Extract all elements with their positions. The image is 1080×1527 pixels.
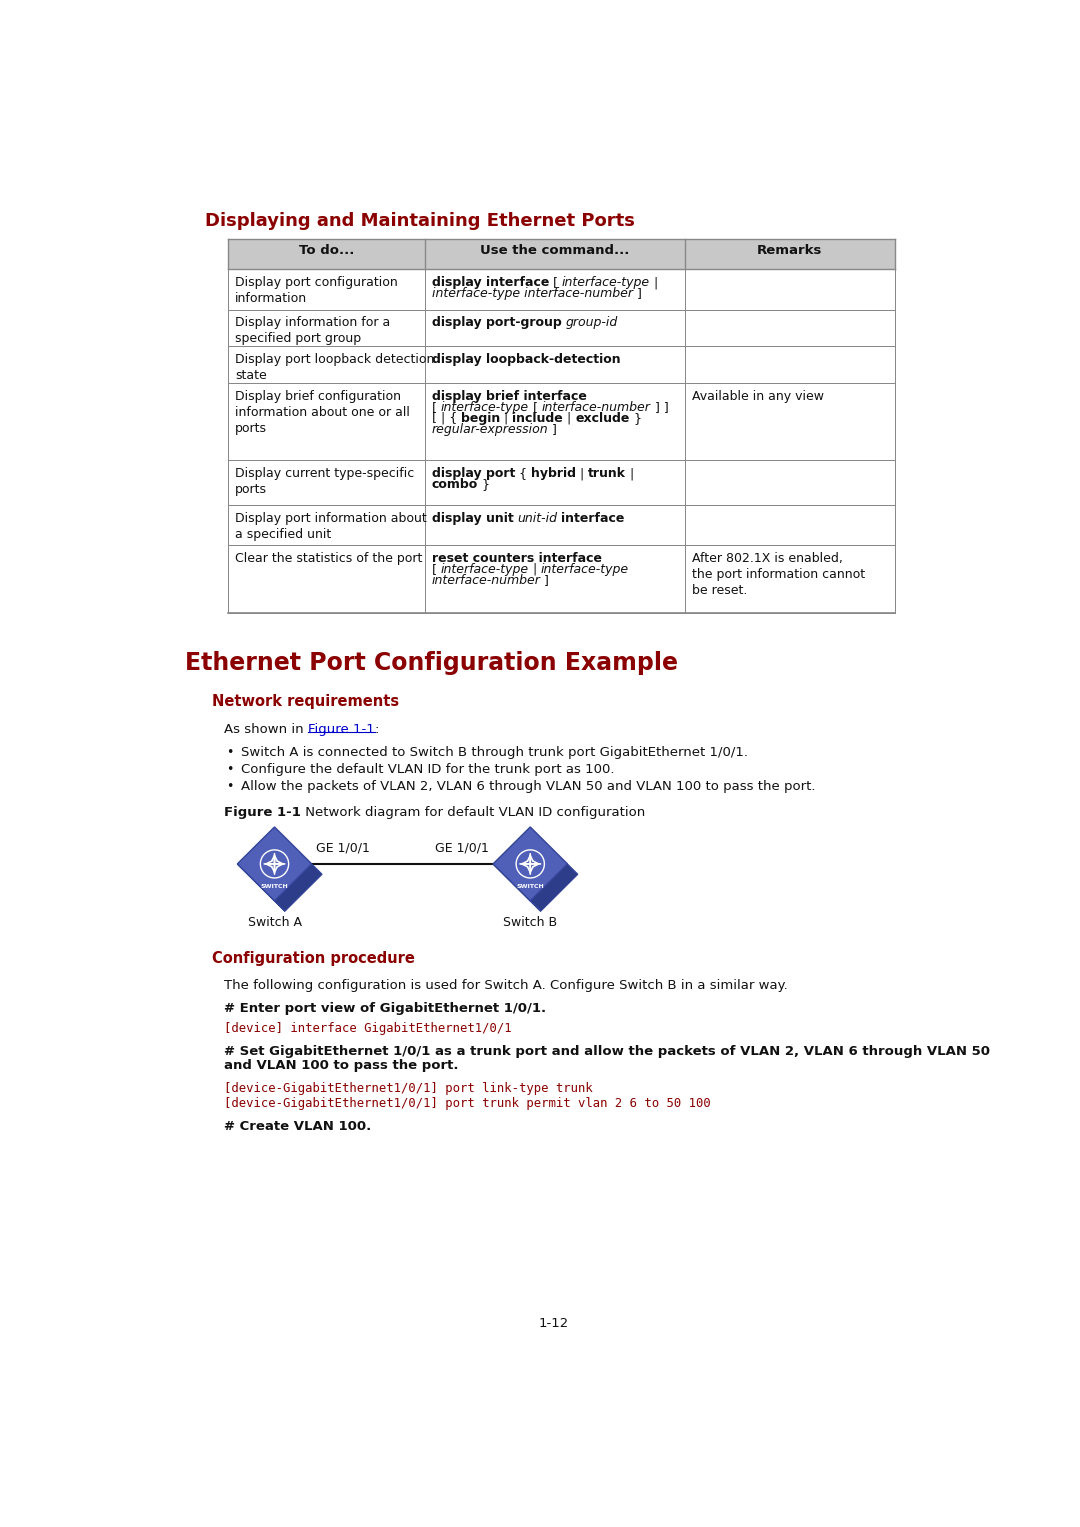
Text: SWITCH: SWITCH <box>260 884 288 889</box>
Text: }: } <box>477 478 490 492</box>
Text: interface-type: interface-type <box>441 402 529 414</box>
Bar <box>228 269 894 310</box>
Text: [: [ <box>549 276 562 290</box>
Text: 1-12: 1-12 <box>538 1316 569 1330</box>
Text: display unit: display unit <box>432 512 513 525</box>
Text: interface-type: interface-type <box>441 563 529 576</box>
Text: ]: ] <box>633 287 642 301</box>
Text: unit-id: unit-id <box>517 512 557 525</box>
Text: interface-type: interface-type <box>562 276 650 290</box>
Text: SWITCH: SWITCH <box>516 884 544 889</box>
Text: |: | <box>650 276 659 290</box>
Text: ]: ] <box>540 574 550 586</box>
Text: Ethernet Port Configuration Example: Ethernet Port Configuration Example <box>186 652 678 675</box>
Text: |: | <box>576 467 589 481</box>
Text: To do...: To do... <box>299 244 354 258</box>
Polygon shape <box>494 864 541 912</box>
Text: [: [ <box>529 402 542 414</box>
Text: Display port information about
a specified unit: Display port information about a specifi… <box>235 512 427 541</box>
Text: Display information for a
specified port group: Display information for a specified port… <box>235 316 390 345</box>
Text: group-id: group-id <box>565 316 618 330</box>
Text: •: • <box>226 780 233 793</box>
Text: {: { <box>515 467 531 481</box>
Text: |: | <box>529 563 541 576</box>
Text: interface: interface <box>562 512 624 525</box>
Text: Clear the statistics of the port: Clear the statistics of the port <box>235 553 422 565</box>
Text: [device] interface GigabitEthernet1/0/1: [device] interface GigabitEthernet1/0/1 <box>225 1022 512 1035</box>
Text: Use the command...: Use the command... <box>480 244 630 258</box>
Text: begin: begin <box>461 412 500 425</box>
Text: Remarks: Remarks <box>757 244 822 258</box>
Text: Network diagram for default VLAN ID configuration: Network diagram for default VLAN ID conf… <box>301 806 645 818</box>
Text: [: [ <box>432 402 441 414</box>
Text: reset counters interface: reset counters interface <box>432 553 602 565</box>
Text: [: [ <box>432 563 441 576</box>
Polygon shape <box>530 864 578 912</box>
Text: # Set GigabitEthernet 1/0/1 as a trunk port and allow the packets of VLAN 2, VLA: # Set GigabitEthernet 1/0/1 as a trunk p… <box>225 1044 990 1058</box>
Text: display brief interface: display brief interface <box>432 391 586 403</box>
Text: Configure the default VLAN ID for the trunk port as 100.: Configure the default VLAN ID for the tr… <box>241 764 615 776</box>
Text: GE 1/0/1: GE 1/0/1 <box>315 841 369 855</box>
Text: include: include <box>512 412 563 425</box>
Text: [device-GigabitEthernet1/0/1] port link-type trunk: [device-GigabitEthernet1/0/1] port link-… <box>225 1081 593 1095</box>
Bar <box>228 545 894 612</box>
Text: interface-type: interface-type <box>541 563 629 576</box>
Text: Display port configuration
information: Display port configuration information <box>235 276 397 305</box>
Text: display port: display port <box>432 467 515 481</box>
Text: After 802.1X is enabled,
the port information cannot
be reset.: After 802.1X is enabled, the port inform… <box>691 553 865 597</box>
Text: Switch B: Switch B <box>503 916 557 930</box>
Text: hybrid: hybrid <box>531 467 576 481</box>
Text: interface-number: interface-number <box>432 574 540 586</box>
Text: Figure 1-1: Figure 1-1 <box>308 722 375 736</box>
Text: As shown in: As shown in <box>225 722 308 736</box>
Polygon shape <box>238 828 312 901</box>
Text: }: } <box>630 412 642 425</box>
Bar <box>228 310 894 347</box>
Text: interface-number: interface-number <box>542 402 650 414</box>
Text: display loopback-detection: display loopback-detection <box>432 353 620 366</box>
Text: [ | {: [ | { <box>432 412 461 425</box>
Text: |: | <box>500 412 512 425</box>
Text: Allow the packets of VLAN 2, VLAN 6 through VLAN 50 and VLAN 100 to pass the por: Allow the packets of VLAN 2, VLAN 6 thro… <box>241 780 815 793</box>
Bar <box>228 505 894 545</box>
Text: interface-type interface-number: interface-type interface-number <box>432 287 633 301</box>
Text: Display current type-specific
ports: Display current type-specific ports <box>235 467 415 496</box>
Text: combo: combo <box>432 478 477 492</box>
Text: Display brief configuration
information about one or all
ports: Display brief configuration information … <box>235 391 409 435</box>
Text: trunk: trunk <box>589 467 626 481</box>
Text: Displaying and Maintaining Ethernet Ports: Displaying and Maintaining Ethernet Port… <box>205 212 635 229</box>
Text: The following configuration is used for Switch A. Configure Switch B in a simila: The following configuration is used for … <box>225 979 788 991</box>
Text: GE 1/0/1: GE 1/0/1 <box>435 841 489 855</box>
Text: # Create VLAN 100.: # Create VLAN 100. <box>225 1121 372 1133</box>
Text: ] ]: ] ] <box>650 402 669 414</box>
Text: # Enter port view of GigabitEthernet 1/0/1.: # Enter port view of GigabitEthernet 1/0… <box>225 1002 546 1015</box>
Text: |: | <box>563 412 576 425</box>
Polygon shape <box>274 864 322 912</box>
Bar <box>228 383 894 461</box>
Bar <box>228 347 894 383</box>
Text: Configuration procedure: Configuration procedure <box>213 951 416 967</box>
Text: ]: ] <box>549 423 557 435</box>
Text: display interface: display interface <box>432 276 549 290</box>
Text: and VLAN 100 to pass the port.: and VLAN 100 to pass the port. <box>225 1058 459 1072</box>
Polygon shape <box>494 828 567 901</box>
Text: regular-expression: regular-expression <box>432 423 549 435</box>
Text: display port-group: display port-group <box>432 316 562 330</box>
Text: Switch A: Switch A <box>247 916 301 930</box>
Text: •: • <box>226 747 233 759</box>
Polygon shape <box>238 864 285 912</box>
Text: |: | <box>626 467 634 481</box>
Text: Switch A is connected to Switch B through trunk port GigabitEthernet 1/0/1.: Switch A is connected to Switch B throug… <box>241 747 748 759</box>
Text: Network requirements: Network requirements <box>213 693 400 709</box>
Text: Display port loopback detection
state: Display port loopback detection state <box>235 353 434 382</box>
Text: [device-GigabitEthernet1/0/1] port trunk permit vlan 2 6 to 50 100: [device-GigabitEthernet1/0/1] port trunk… <box>225 1098 711 1110</box>
Bar <box>228 461 894 505</box>
Bar <box>228 238 894 269</box>
Text: exclude: exclude <box>576 412 630 425</box>
Text: •: • <box>226 764 233 776</box>
Text: :: : <box>375 722 379 736</box>
Text: Available in any view: Available in any view <box>691 391 824 403</box>
Text: Figure 1-1: Figure 1-1 <box>225 806 301 818</box>
